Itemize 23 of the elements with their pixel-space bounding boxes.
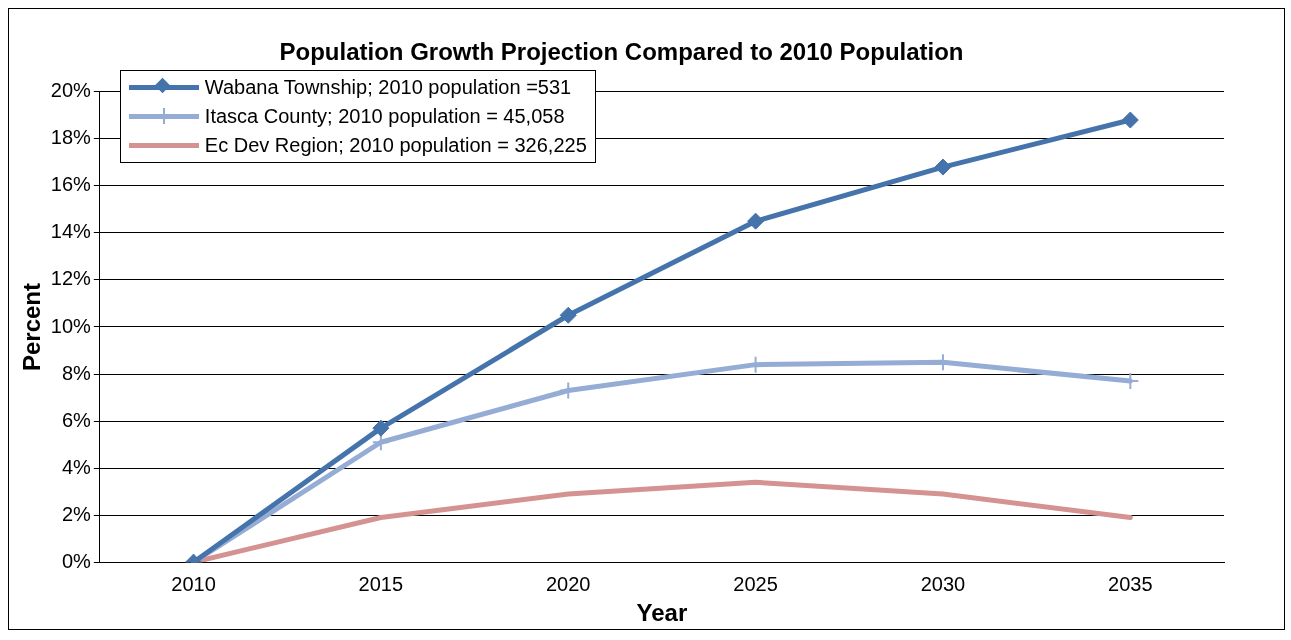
x-tick-label: 2015 [358, 572, 404, 595]
y-axis-title: Percent [18, 282, 46, 372]
y-tick-label: 0% [61, 549, 92, 572]
x-axis-title: Year [636, 599, 688, 627]
y-tick-label: 18% [50, 126, 92, 149]
y-tick-label: 6% [61, 408, 92, 431]
y-tick-label: 14% [50, 220, 92, 243]
x-tick-label: 2020 [545, 572, 591, 595]
x-tick-label: 2010 [171, 572, 216, 595]
x-tick-label: 2025 [733, 572, 778, 595]
y-tick-label: 20% [50, 79, 92, 102]
x-tick-label: 2035 [1108, 572, 1153, 595]
y-tick-label: 4% [61, 455, 92, 478]
legend-label: Ec Dev Region; 2010 population = 326,225 [204, 133, 587, 157]
legend-label: Wabana Township; 2010 population =531 [204, 75, 572, 99]
chart-title: Population Growth Projection Compared to 2010 Population [279, 38, 964, 66]
legend-label: Itasca County; 2010 population = 45,058 [204, 104, 565, 128]
y-tick-label: 10% [50, 314, 92, 337]
y-tick-label: 16% [50, 173, 92, 196]
y-tick-label: 8% [61, 361, 92, 384]
x-tick-label: 2030 [920, 572, 966, 595]
y-tick-label: 2% [61, 502, 92, 525]
y-tick-label: 12% [50, 267, 92, 290]
